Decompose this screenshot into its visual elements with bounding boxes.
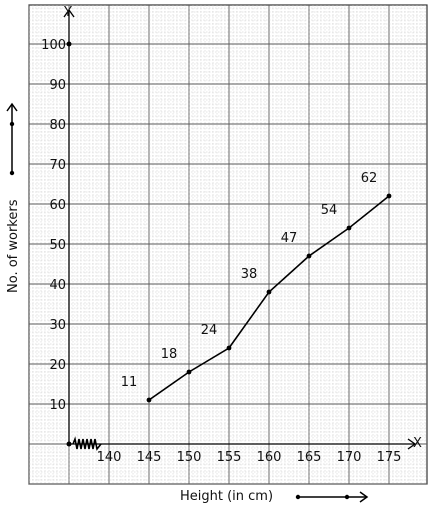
y-tick-label: 60	[49, 198, 66, 213]
axes: X Y	[63, 5, 422, 451]
data-label: 62	[361, 171, 378, 186]
data-label: 11	[121, 375, 138, 390]
data-point	[386, 193, 392, 199]
data-labels: 11 18 24 38 47 54 62	[121, 171, 378, 390]
y-tick-label: 100	[41, 38, 66, 53]
x-tick-label: 175	[377, 450, 402, 465]
x-tick-label: 145	[137, 450, 162, 465]
y-tick-labels: 10 20 30 40 50 60 70 80 90 100	[41, 38, 66, 413]
data-point	[266, 289, 272, 295]
data-label: 54	[321, 203, 338, 218]
data-label: 18	[161, 347, 178, 362]
x-tick-label: 165	[297, 450, 322, 465]
y-axis-top-point	[66, 41, 72, 47]
y-tick-label: 20	[49, 358, 66, 373]
x-tick-labels: 140 145 150 155 160 165 170 175	[97, 450, 402, 465]
y-tick-label: 50	[49, 238, 66, 253]
y-axis-arrowhead	[63, 8, 75, 18]
x-axis-label: Height (in cm)	[180, 489, 273, 504]
y-tick-label: 80	[49, 118, 66, 133]
x-tick-label: 160	[257, 450, 282, 465]
x-tick-label: 140	[97, 450, 122, 465]
x-axis-break-zigzag	[72, 436, 102, 451]
data-point	[146, 397, 152, 403]
y-tick-label: 70	[49, 158, 66, 173]
data-point	[346, 225, 352, 231]
graph-paper-grid	[28, 4, 428, 485]
data-label: 47	[281, 231, 298, 246]
x-tick-label: 155	[217, 450, 242, 465]
x-direction-arrow	[295, 491, 369, 503]
x-tick-label: 170	[337, 450, 362, 465]
data-point	[226, 345, 232, 351]
y-direction-arrow	[6, 102, 18, 176]
y-tick-label: 30	[49, 318, 66, 333]
x-axis-arrowhead	[407, 438, 417, 450]
y-tick-label: 10	[49, 398, 66, 413]
data-label: 24	[201, 323, 218, 338]
x-axis-name: X	[413, 436, 422, 451]
data-label: 38	[241, 267, 258, 282]
x-tick-label: 150	[177, 450, 202, 465]
y-axis-label: No. of workers	[6, 199, 21, 293]
series-workers	[146, 193, 392, 403]
origin-point	[66, 441, 72, 447]
y-tick-label: 40	[49, 278, 66, 293]
data-point	[306, 253, 312, 259]
y-axis-name: Y	[63, 5, 72, 20]
y-tick-label: 90	[49, 78, 66, 93]
data-point	[186, 369, 192, 375]
